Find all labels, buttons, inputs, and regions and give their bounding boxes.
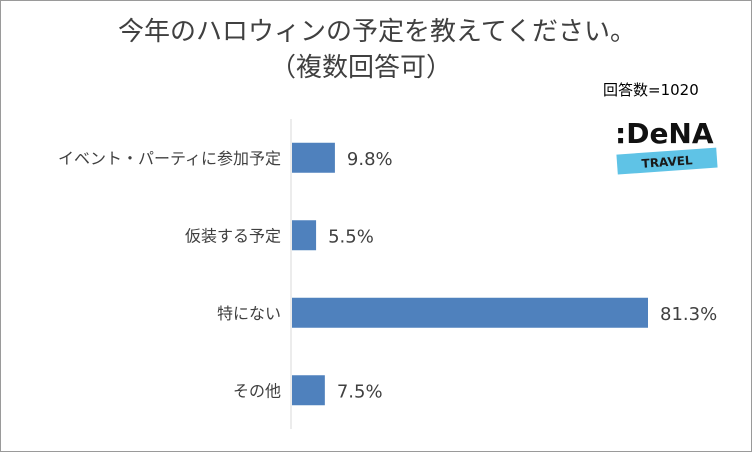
bar [292,142,335,173]
logo-subtext: TRAVEL [641,153,693,171]
value-label: 81.3% [660,304,717,325]
value-label: 7.5% [337,381,383,402]
bar [292,297,648,328]
value-label: 5.5% [328,226,374,247]
bar [292,375,325,406]
category-label: 特にない [217,304,281,323]
category-label: イベント・パーティに参加予定 [58,149,281,168]
bar [292,220,317,251]
category-label: 仮装する予定 [185,226,281,245]
chart-subtitle: （複数回答可） [269,53,452,83]
dena-travel-logo: :DeNA TRAVEL [615,117,718,175]
sample-size-note: 回答数=1020 [603,81,699,99]
logo-band [616,147,718,175]
category-label: その他 [233,381,281,400]
logo-wordmark: :DeNA [615,117,714,150]
value-label: 9.8% [347,149,393,170]
chart-title: 今年のハロウィンの予定を教えてください。 [118,17,636,47]
